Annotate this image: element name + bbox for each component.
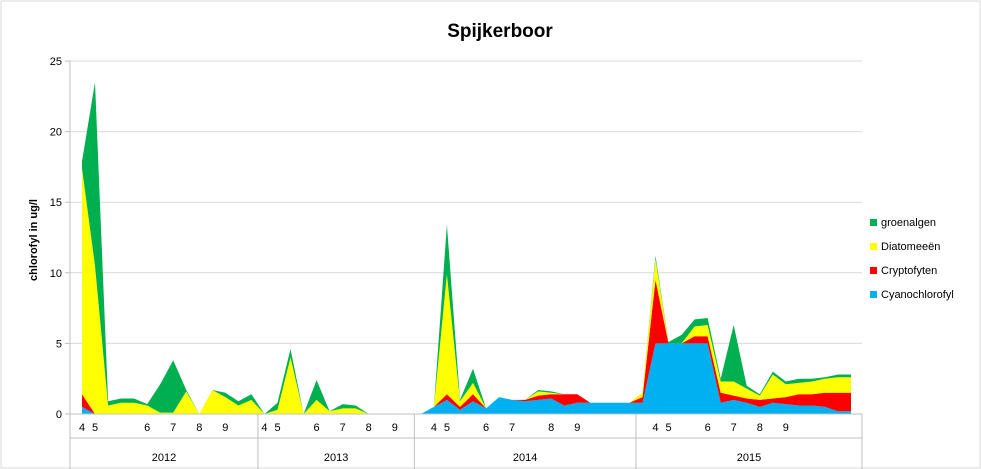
y-axis-label: chlorofyl in ug/l [28, 199, 40, 281]
legend-swatch [870, 243, 877, 250]
legend-label: Cyanochlorofyl [881, 289, 954, 301]
x-month-label: 5 [274, 422, 280, 434]
plot-areas [82, 82, 851, 414]
series-area-diatomeeën [82, 168, 851, 414]
y-tick-label: 0 [56, 409, 62, 421]
legend-swatch [870, 291, 877, 298]
x-month-label: 6 [314, 422, 320, 434]
x-year-label: 2013 [324, 452, 348, 464]
x-month-label: 9 [783, 422, 789, 434]
x-month-label: 9 [574, 422, 580, 434]
legend-label: Diatomeeën [881, 241, 940, 253]
legend: groenalgen Diatomeeën Cryptofyten Cyanochlo… [870, 217, 954, 301]
y-tick-label: 5 [56, 338, 62, 350]
x-month-label: 8 [366, 422, 372, 434]
y-tick-label: 20 [50, 127, 62, 139]
x-month-label: 5 [444, 422, 450, 434]
x-month-label: 7 [731, 422, 737, 434]
legend-label: groenalgen [881, 217, 936, 229]
axes [65, 60, 863, 469]
x-month-label: 5 [665, 422, 671, 434]
x-month-label: 4 [652, 422, 658, 434]
x-month-label: 4 [261, 422, 267, 434]
y-tick-label: 25 [50, 56, 62, 68]
legend-swatch [870, 267, 877, 274]
x-month-label: 4 [79, 422, 85, 434]
x-month-label: 5 [92, 422, 98, 434]
x-month-label: 8 [548, 422, 554, 434]
chart-title: Spijkerboor [447, 21, 553, 42]
y-tick-labels: 0 5 10 15 20 25 [50, 56, 62, 421]
x-month-label: 9 [392, 422, 398, 434]
x-year-label: 2014 [513, 452, 537, 464]
y-tick-label: 15 [50, 197, 62, 209]
x-month-label: 8 [196, 422, 202, 434]
x-year-label: 2015 [737, 452, 761, 464]
series-area-cryptofyten [82, 279, 851, 414]
series-area-cyanochlorofyl [82, 343, 851, 414]
x-month-label: 7 [170, 422, 176, 434]
legend-label: Cryptofyten [881, 265, 937, 277]
x-month-label: 6 [483, 422, 489, 434]
x-month-label: 4 [431, 422, 437, 434]
x-month-label: 6 [705, 422, 711, 434]
x-year-label: 2012 [152, 452, 176, 464]
x-month-label: 7 [340, 422, 346, 434]
x-month-label: 6 [144, 422, 150, 434]
x-month-label: 9 [222, 422, 228, 434]
x-month-label: 7 [509, 422, 515, 434]
y-tick-label: 10 [50, 268, 62, 280]
legend-swatch [870, 219, 877, 226]
x-month-label: 8 [757, 422, 763, 434]
